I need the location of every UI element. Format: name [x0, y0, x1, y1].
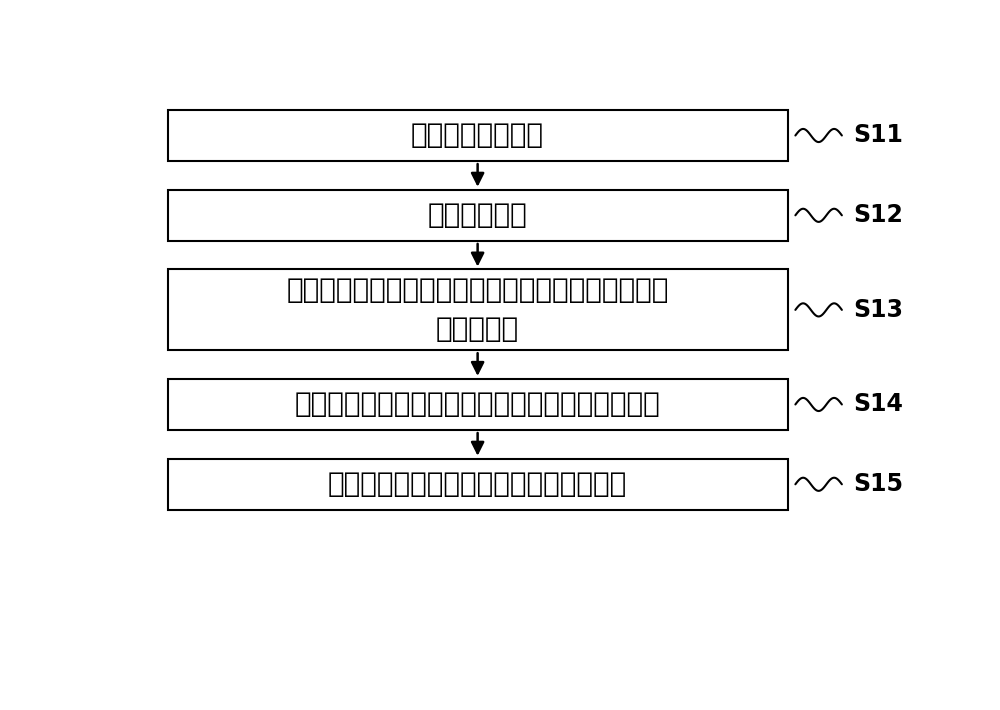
- Text: S15: S15: [854, 472, 904, 496]
- Text: 提供棱镜成型材料: 提供棱镜成型材料: [411, 121, 544, 150]
- Text: 将预置胶水中的棱镜成型材料与配向材料搅拌均匀: 将预置胶水中的棱镜成型材料与配向材料搅拌均匀: [295, 391, 660, 418]
- Text: 提供配向材料: 提供配向材料: [428, 202, 528, 229]
- Text: S14: S14: [854, 393, 903, 417]
- Text: 将搅拌均匀的预置胶水脱泡，以形成胶水: 将搅拌均匀的预置胶水脱泡，以形成胶水: [328, 470, 627, 498]
- Text: S13: S13: [854, 298, 904, 322]
- Text: S12: S12: [854, 203, 903, 227]
- Bar: [168, 459, 788, 510]
- Bar: [168, 378, 788, 430]
- Bar: [168, 269, 788, 350]
- Text: S11: S11: [854, 124, 903, 148]
- Text: 将棱镜成型材料与配向材料按照预设质量比混合，形
成预置胶水: 将棱镜成型材料与配向材料按照预设质量比混合，形 成预置胶水: [286, 276, 669, 344]
- Bar: [168, 190, 788, 241]
- Bar: [168, 110, 788, 161]
